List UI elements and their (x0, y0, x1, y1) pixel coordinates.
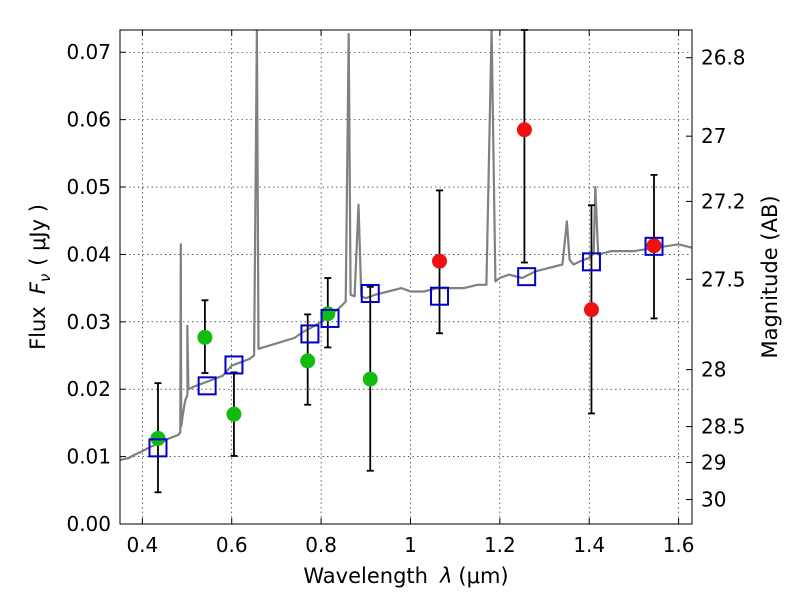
magnitude-tick-label: 27.2 (701, 189, 746, 213)
model-band-flux-point (197, 376, 217, 396)
x-axis-label-symbol: λ (439, 564, 452, 588)
grid-layer (120, 30, 692, 524)
y-axis-label-unit: ( μJy ) (26, 204, 50, 266)
magnitude-tick-label: 26.8 (701, 46, 746, 70)
magnitude-tick-label: 27.5 (701, 267, 746, 291)
x-tick-label: 0.4 (126, 533, 158, 557)
y-tick-label: 0.00 (66, 512, 111, 536)
red-measurements-point (646, 238, 662, 254)
y-axis-label: Flux Fν ( μJy ) (26, 204, 54, 350)
point-layer (148, 122, 664, 458)
x-axis-label-unit: (μm) (458, 564, 508, 588)
magnitude-tick-label: 28 (701, 358, 726, 382)
spectrum-layer (120, 30, 692, 462)
red-measurements-point (432, 253, 448, 269)
model-band-flux-point (430, 286, 450, 306)
model-band-flux-point (300, 324, 320, 344)
y-tick-label: 0.03 (66, 310, 111, 334)
red-measurements-point (583, 302, 599, 318)
spectrum-line (120, 30, 692, 462)
magnitude-tick-label: 28.5 (701, 415, 746, 439)
magnitude-tick-label: 30 (701, 488, 726, 512)
red-measurements-point (516, 122, 532, 138)
green-measurements-point (320, 306, 336, 322)
y-tick-label: 0.05 (66, 175, 111, 199)
y-tick-label: 0.07 (66, 40, 111, 64)
y-tick-label: 0.02 (66, 377, 111, 401)
green-measurements-point (197, 329, 213, 345)
model-band-flux-point (581, 252, 601, 272)
model-band-flux-point (224, 355, 244, 375)
model-band-flux-point (360, 284, 380, 304)
model-band-flux-point (517, 267, 537, 287)
y-axis-label-symbol: F (26, 281, 50, 294)
model-band-flux-point (148, 438, 168, 458)
tick-layer: 0.4 0.6 0.8 1 1.2 1.4 1.6 0.00 0.01 0.02 0.03 0.04 0… (66, 30, 746, 557)
green-measurements-point (300, 353, 316, 369)
magnitude-axis-label: Magnitude (AB) (758, 195, 782, 358)
magnitude-tick-label: 27 (701, 124, 726, 148)
x-tick-label: 1 (404, 533, 417, 557)
model-band-flux-point (320, 308, 340, 328)
y-tick-label: 0.01 (66, 445, 111, 469)
y-axis-label-sub: ν (36, 274, 54, 282)
plot-frame (119, 29, 693, 525)
y-axis-label-text: Flux (26, 306, 50, 350)
model-band-flux-point (644, 236, 664, 256)
x-tick-label: 1.2 (484, 533, 516, 557)
magnitude-tick-label: 29 (701, 451, 726, 475)
x-tick-label: 0.8 (305, 533, 337, 557)
x-tick-label: 0.6 (216, 533, 248, 557)
x-tick-label: 1.4 (573, 533, 605, 557)
x-axis-label-text: Wavelength (303, 564, 428, 588)
green-measurements-point (226, 406, 242, 422)
x-tick-label: 1.6 (663, 533, 695, 557)
y-tick-label: 0.06 (66, 108, 111, 132)
y-tick-label: 0.04 (66, 242, 111, 266)
x-axis-label: Wavelength λ (μm) (303, 564, 508, 588)
green-measurements-point (362, 371, 378, 387)
